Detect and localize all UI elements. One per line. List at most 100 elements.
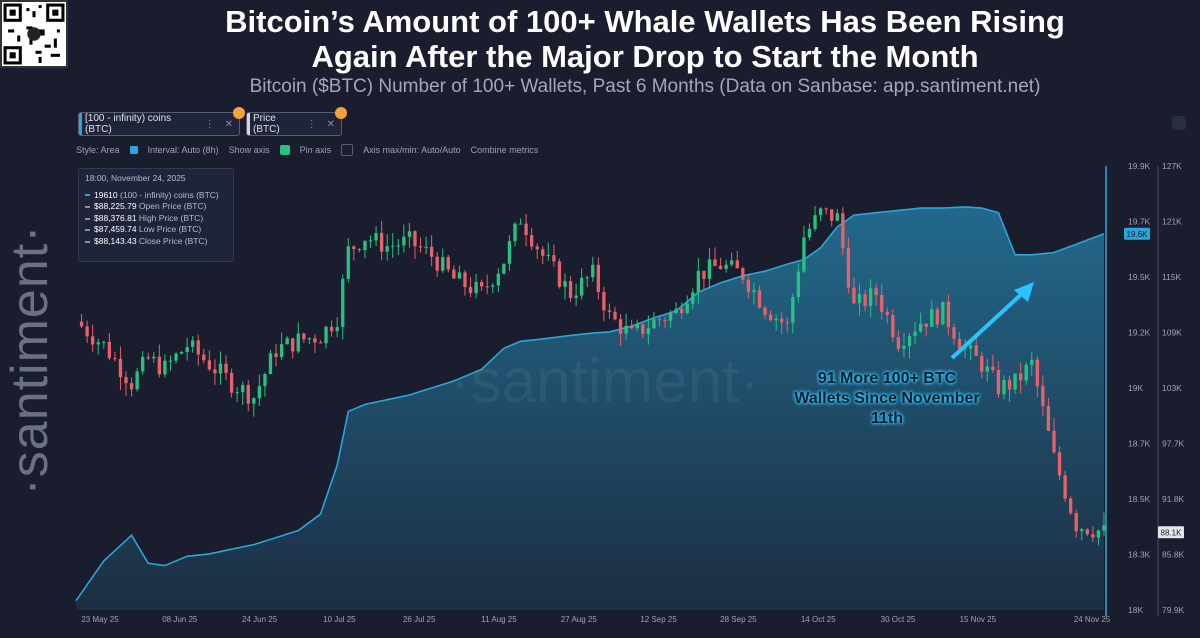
candle-body: [552, 255, 556, 262]
wallets-tick-label: 19.7K: [1128, 217, 1151, 227]
candle-body: [1052, 430, 1056, 453]
candle-body: [1068, 498, 1073, 514]
price-tick-label: 127K: [1162, 161, 1182, 171]
candle-body: [1074, 513, 1078, 532]
candle-body: [952, 327, 956, 339]
candle-body: [324, 326, 328, 344]
candle-body: [1096, 530, 1101, 538]
x-tick-label: 14 Oct 25: [801, 615, 836, 624]
wallets-tick-label: 19.5K: [1128, 272, 1151, 282]
candle-body: [352, 246, 356, 250]
candle-body: [318, 342, 323, 344]
candle-body: [179, 352, 184, 354]
combine-metrics-button[interactable]: Combine metrics: [470, 145, 539, 155]
price-axis: 127K 121K 115K 109K 103K 97.7K 91.8K 85.8K 79.9K…: [1157, 161, 1185, 616]
candle-body: [718, 265, 723, 269]
candle-body: [474, 281, 478, 294]
tooltip-row: $87,459.74 Low Price (BTC): [85, 224, 227, 236]
candle-body: [518, 223, 523, 225]
candle-body: [485, 286, 489, 288]
tooltip-panel: 18:00, November 24, 2025 19610 (100 - in…: [78, 168, 234, 262]
price-current-marker: [1158, 526, 1184, 539]
candle-body: [291, 338, 295, 352]
show-axis-label: Show axis: [228, 145, 270, 155]
price-tick-label: 85.8K: [1162, 550, 1185, 560]
candle-body: [685, 303, 689, 314]
candle-body: [813, 215, 817, 229]
x-tick-label: 23 May 25: [81, 615, 119, 624]
candle-body: [591, 264, 595, 278]
candle-body: [307, 338, 312, 340]
axis-minmax-selector[interactable]: Axis max/min: Auto/Auto: [363, 145, 461, 155]
metric-tab-wallets[interactable]: [100 - infinity) coins (BTC) ⋮ ✕: [78, 107, 245, 136]
candle-body: [379, 232, 384, 252]
candle-body: [496, 273, 500, 286]
candle-body: [541, 249, 545, 256]
candle-body: [274, 353, 278, 357]
style-selector[interactable]: Style: Area: [76, 145, 120, 155]
pin-axis-checkbox[interactable]: [341, 144, 354, 156]
candle-body: [1091, 534, 1095, 538]
candle-body: [174, 353, 178, 361]
wallets-tick-label: 19.9K: [1128, 161, 1151, 171]
candle-body: [407, 231, 412, 237]
candle-body: [357, 249, 362, 251]
candle-body: [1046, 405, 1051, 431]
qr-code-graphic: [2, 2, 66, 66]
more-options-icon[interactable]: ⋮: [204, 118, 215, 130]
candle-body: [535, 246, 539, 250]
show-axis-checkbox[interactable]: [279, 145, 290, 155]
candle-body: [607, 310, 612, 312]
close-icon[interactable]: ✕: [224, 118, 233, 130]
x-tick-label: 26 Jul 25: [403, 615, 436, 624]
candle-body: [991, 366, 995, 370]
qr-code: [0, 0, 68, 68]
candle-body: [957, 338, 962, 349]
warning-badge: [233, 107, 245, 119]
candle-body: [774, 318, 778, 321]
candle-body: [257, 386, 262, 399]
candle-body: [918, 323, 923, 332]
x-tick-label: 11 Aug 25: [481, 615, 517, 624]
wallets-tick-label: 18.5K: [1128, 494, 1151, 504]
candle-body: [235, 392, 239, 394]
candle-body: [863, 294, 867, 306]
candle-body: [985, 366, 989, 372]
wallets-area-series: [75, 206, 1105, 610]
candle-body: [1018, 373, 1023, 381]
wallets-tick-label: 18K: [1128, 605, 1143, 615]
candle-body: [852, 287, 856, 304]
candle-body: [529, 235, 534, 247]
more-options-icon[interactable]: ⋮: [306, 118, 317, 130]
close-icon[interactable]: ✕: [326, 118, 335, 130]
candle-body: [196, 340, 200, 355]
metric-tab-price[interactable]: Price (BTC) ⋮ ✕: [246, 107, 347, 136]
interval-selector[interactable]: Interval: Auto (8h): [147, 145, 219, 155]
color-swatch[interactable]: [129, 146, 138, 154]
candle-body: [1057, 452, 1062, 476]
title-line-1: Bitcoin’s Amount of 100+ Whale Wallets H…: [225, 4, 1065, 39]
candle-body: [141, 357, 145, 372]
tooltip-row: 19610 (100 - infinity) coins (BTC): [85, 190, 227, 202]
price-tick-label: 109K: [1162, 328, 1182, 338]
candle-body: [780, 318, 784, 323]
candle-body: [663, 319, 667, 321]
candle-body: [418, 246, 423, 248]
candle-body: [613, 311, 617, 320]
candle-body: [791, 297, 795, 323]
candle-body: [1002, 379, 1006, 395]
candle-body: [835, 213, 839, 221]
candle-body: [302, 333, 306, 340]
candle-body: [107, 341, 112, 359]
price-candles: [79, 206, 1106, 546]
candle-body: [818, 208, 823, 216]
settings-icon[interactable]: [1172, 116, 1186, 130]
wallets-current-label: 19.6K: [1127, 230, 1149, 239]
santiment-logo-vertical: ·santiment·: [1, 224, 59, 496]
pin-axis-label: Pin axis: [299, 145, 332, 155]
candle-body: [457, 272, 462, 279]
candle-body: [618, 319, 623, 334]
candle-body: [1102, 525, 1106, 531]
candle-body: [285, 338, 289, 345]
